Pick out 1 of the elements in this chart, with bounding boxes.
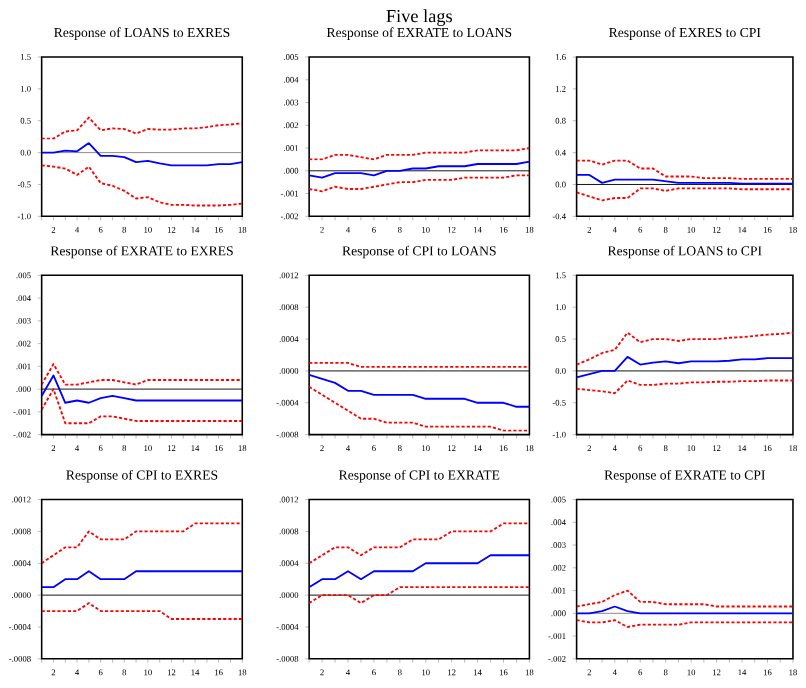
text: Five lags [386,9,452,26]
